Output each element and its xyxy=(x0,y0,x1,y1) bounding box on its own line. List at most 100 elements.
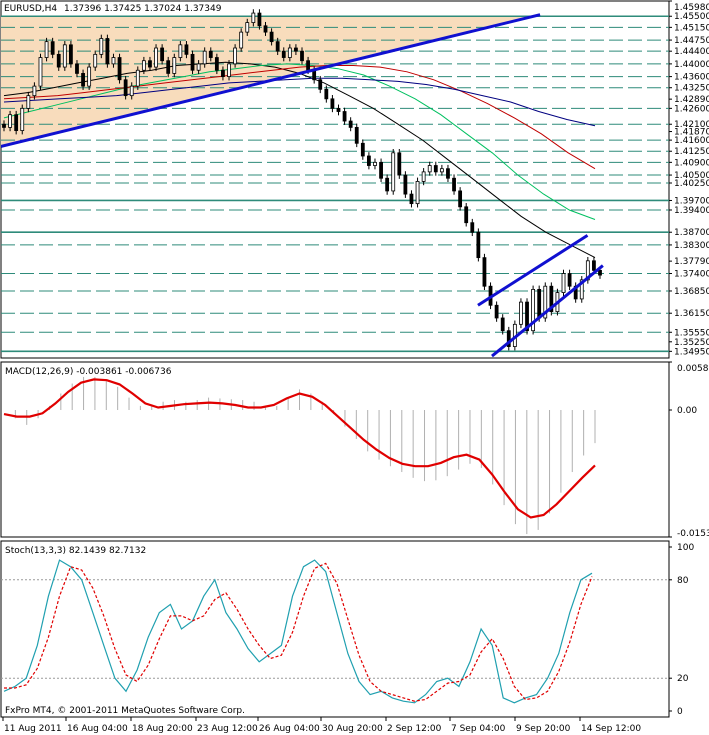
price-bar-body xyxy=(38,57,43,87)
price-bar-body xyxy=(178,44,183,58)
price-bar-body xyxy=(342,111,347,122)
price-bar-body xyxy=(300,50,304,62)
price-bar-body xyxy=(439,168,444,173)
price-bar-body xyxy=(482,257,487,287)
price-tick-label: 1.42890 xyxy=(674,95,709,105)
price-bar-body xyxy=(202,50,207,65)
price-bar-body xyxy=(452,177,456,192)
macd-tick-label: 0.00 xyxy=(677,406,697,416)
price-tick-label: 1.44000 xyxy=(674,60,709,70)
stoch-panel: 100 80 20 0 Stoch(13,3,3) 82.1439 82.7132 F… xyxy=(0,540,694,718)
price-bar-body xyxy=(239,31,244,49)
price-bar-body xyxy=(585,260,590,281)
price-tick-label: 1.43250 xyxy=(674,84,709,94)
price-bar-body xyxy=(592,260,596,271)
price-bar-body xyxy=(257,12,262,27)
price-bar-body xyxy=(427,165,432,173)
stoch-lines xyxy=(3,559,593,704)
price-bar-body xyxy=(166,60,171,74)
ma-line-ma_red xyxy=(3,65,596,170)
price-tick-label: 1.37790 xyxy=(674,257,709,267)
price-bar-body xyxy=(275,41,280,52)
price-tick-label: 1.42100 xyxy=(674,120,709,130)
price-tick-label: 1.41250 xyxy=(674,147,709,157)
stoch-panel-frame xyxy=(0,540,670,718)
horizontal-levels xyxy=(1,15,669,353)
price-bar-body xyxy=(62,44,67,68)
time-tick-label: 11 Aug 2011 xyxy=(4,724,62,734)
price-tick-label: 1.43600 xyxy=(674,73,709,83)
price-bar-body xyxy=(567,273,572,287)
copyright-label: FxPro MT4, © 2001-2011 MetaQuotes Softwa… xyxy=(5,706,245,716)
price-bar-body xyxy=(208,50,213,58)
price-bar-body xyxy=(561,273,566,293)
time-tick-label: 18 Aug 20:00 xyxy=(132,724,193,734)
price-bar-body xyxy=(543,285,548,319)
price-bar-body xyxy=(81,73,85,87)
price-bar-body xyxy=(318,79,323,90)
price-bar-body xyxy=(409,193,414,205)
price-tick-label: 1.38300 xyxy=(674,241,709,251)
stoch-axis: 100 80 20 0 xyxy=(669,543,694,717)
time-tick-label: 2 Sep 12:00 xyxy=(387,724,442,734)
time-tick-label: 14 Sep 12:00 xyxy=(581,724,641,734)
price-bar-body xyxy=(263,25,268,33)
price-bar-body xyxy=(306,60,310,71)
trendline xyxy=(477,234,589,307)
price-bar-body xyxy=(111,57,116,65)
price-bar-body xyxy=(245,22,250,33)
macd-signal-line xyxy=(3,378,596,519)
macd-tick-label: -0.01535 xyxy=(677,529,709,539)
price-bar-body xyxy=(379,161,383,179)
price-tick-label: 1.35250 xyxy=(674,338,709,348)
price-bar-body xyxy=(415,181,420,205)
price-tick-label: 1.39700 xyxy=(674,196,709,206)
time-tick-label: 23 Aug 12:00 xyxy=(197,724,258,734)
price-bar-body xyxy=(281,50,286,58)
price-bar-body xyxy=(549,285,554,313)
price-tick-label: 1.45500 xyxy=(674,12,709,22)
price-tick-label: 1.41600 xyxy=(674,136,709,146)
price-bar-body xyxy=(50,41,55,55)
trendline xyxy=(1,13,541,148)
price-bar-body xyxy=(184,44,189,55)
price-bar-body xyxy=(68,44,73,65)
price-tick-label: 1.39400 xyxy=(674,206,709,216)
price-tick-label: 1.38700 xyxy=(674,228,709,238)
price-bar-body xyxy=(525,301,529,332)
stoch-tick-label: 80 xyxy=(677,576,689,586)
price-bar-body xyxy=(172,57,177,74)
stoch-tick-label: 20 xyxy=(677,674,689,684)
price-tick-label: 1.42600 xyxy=(674,104,709,114)
price-bar-body xyxy=(8,114,12,128)
price-bar-body xyxy=(227,63,231,77)
ma-line-ma_green xyxy=(3,63,596,220)
price-bar-body xyxy=(233,47,238,65)
price-bar-body xyxy=(87,66,92,87)
price-tick-label: 1.36850 xyxy=(674,287,709,297)
price-bar-body xyxy=(135,69,140,87)
price-bar-body xyxy=(598,269,602,276)
price-bar-body xyxy=(391,152,396,192)
price-bar-body xyxy=(537,288,542,319)
price-bar-body xyxy=(476,231,481,259)
price-bar-body xyxy=(421,171,426,182)
macd-panel-frame xyxy=(0,361,670,538)
price-bar-body xyxy=(20,107,25,131)
price-tick-label: 1.34950 xyxy=(674,347,709,357)
price-bar-body xyxy=(44,41,49,58)
ma-line-ma_blue xyxy=(3,77,596,127)
price-bar-body xyxy=(196,63,201,71)
price-bar-body xyxy=(154,47,158,68)
time-tick-label: 30 Aug 20:00 xyxy=(322,724,383,734)
stoch-line-stoch_main xyxy=(3,559,593,704)
price-tick-label: 1.45150 xyxy=(674,23,709,33)
price-tick-label: 1.36150 xyxy=(674,309,709,319)
price-bar-body xyxy=(123,79,128,97)
price-bar-body xyxy=(324,88,329,100)
